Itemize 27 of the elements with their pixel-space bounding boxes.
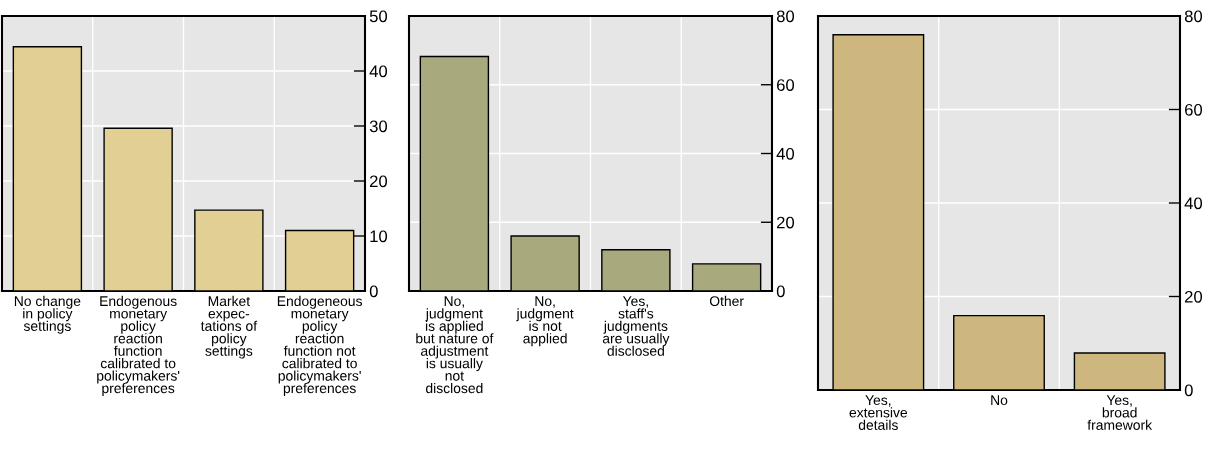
x-tick-label: Yes, extensive details [849, 395, 908, 430]
y-tick-label: 0 [369, 285, 378, 298]
y-tick-label: 0 [1184, 384, 1193, 397]
y-tick-label: 50 [369, 10, 388, 23]
x-tick-label: No change in policy settings [14, 295, 81, 334]
y-tick-label: 40 [369, 65, 388, 78]
y-tick-label: 60 [1185, 103, 1203, 116]
y-tick-label: 20 [370, 175, 388, 188]
x-tick-label: Endogenous monetary policy reaction function calibrated to policymakers' preferences [97, 295, 180, 396]
y-tick-label: 20 [1185, 290, 1203, 303]
y-tick-label: 60 [777, 79, 795, 91]
x-tick-label: No [991, 395, 1008, 406]
x-tick-label: Market expec- tations of policy settings [200, 295, 258, 359]
y-tick-label: 30 [369, 120, 388, 133]
y-tick-label: 40 [1184, 197, 1203, 210]
y-tick-label: 80 [1184, 10, 1203, 23]
y-tick-label: 0 [776, 285, 785, 298]
y-tick-label: 20 [777, 216, 795, 229]
x-tick-label: No, judgment is not applied [516, 296, 574, 347]
x-tick-label: Yes, staff's judgments are usually disclosed [602, 296, 670, 356]
x-tick-label: Endogeneous monetary policy reaction function not calibrated to policymakers' preferences [277, 295, 362, 396]
x-tick-label: No, judgment is applied but nature of adjustment is usually not disclosed [416, 296, 494, 394]
y-tick-label: 40 [776, 147, 795, 160]
x-tick-label: Other [709, 295, 744, 307]
y-tick-label: 10 [370, 230, 388, 243]
x-tick-label: Yes, broad framework [1087, 395, 1153, 430]
y-tick-label: 80 [776, 10, 795, 23]
